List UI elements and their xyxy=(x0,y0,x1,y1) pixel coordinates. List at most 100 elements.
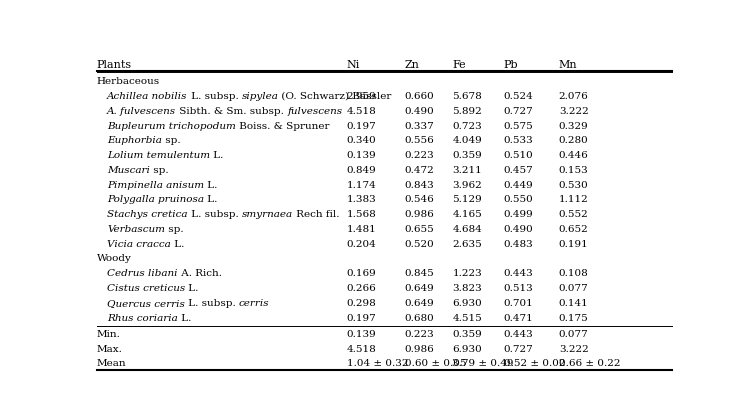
Text: Lolium temulentum: Lolium temulentum xyxy=(107,151,210,160)
Text: 0.649: 0.649 xyxy=(405,299,434,308)
Text: 3.222: 3.222 xyxy=(559,107,589,116)
Text: L.: L. xyxy=(178,314,191,322)
Text: Max.: Max. xyxy=(97,344,122,354)
Text: 0.223: 0.223 xyxy=(405,151,434,160)
Text: 0.652: 0.652 xyxy=(559,225,589,234)
Text: 3.211: 3.211 xyxy=(452,166,482,175)
Text: 3.823: 3.823 xyxy=(452,284,482,293)
Text: 3.962: 3.962 xyxy=(452,181,482,190)
Text: 0.552: 0.552 xyxy=(559,210,589,219)
Text: Vicia cracca: Vicia cracca xyxy=(107,240,171,249)
Text: 0.499: 0.499 xyxy=(503,210,533,219)
Text: A. Rich.: A. Rich. xyxy=(178,269,221,278)
Text: 3.79 ± 0.49: 3.79 ± 0.49 xyxy=(452,359,514,368)
Text: 0.556: 0.556 xyxy=(405,136,434,145)
Text: 0.849: 0.849 xyxy=(346,166,376,175)
Text: Mn: Mn xyxy=(559,60,578,70)
Text: 0.266: 0.266 xyxy=(346,284,376,293)
Text: 1.223: 1.223 xyxy=(452,269,482,278)
Text: 0.550: 0.550 xyxy=(503,196,533,204)
Text: 1.04 ± 0.32: 1.04 ± 0.32 xyxy=(346,359,408,368)
Text: Herbaceous: Herbaceous xyxy=(97,77,160,86)
Text: 0.359: 0.359 xyxy=(452,330,482,339)
Text: 0.139: 0.139 xyxy=(346,330,376,339)
Text: Ni: Ni xyxy=(346,60,360,70)
Text: 0.446: 0.446 xyxy=(559,151,589,160)
Text: 4.515: 4.515 xyxy=(452,314,482,322)
Text: 0.649: 0.649 xyxy=(405,284,434,293)
Text: 0.204: 0.204 xyxy=(346,240,376,249)
Text: 0.443: 0.443 xyxy=(503,330,533,339)
Text: Bupleurum trichopodum: Bupleurum trichopodum xyxy=(107,121,236,131)
Text: 0.575: 0.575 xyxy=(503,121,533,131)
Text: (O. Schwarz) Bässler: (O. Schwarz) Bässler xyxy=(278,92,392,101)
Text: Min.: Min. xyxy=(97,330,121,339)
Text: Cistus creticus: Cistus creticus xyxy=(107,284,185,293)
Text: Sibth. & Sm. subsp.: Sibth. & Sm. subsp. xyxy=(176,107,287,116)
Text: Quercus cerris: Quercus cerris xyxy=(107,299,185,308)
Text: 1.383: 1.383 xyxy=(346,196,376,204)
Text: 0.191: 0.191 xyxy=(559,240,589,249)
Text: 0.298: 0.298 xyxy=(346,299,376,308)
Text: Zn: Zn xyxy=(405,60,419,70)
Text: 0.727: 0.727 xyxy=(503,344,533,354)
Text: 0.524: 0.524 xyxy=(503,92,533,101)
Text: 0.472: 0.472 xyxy=(405,166,434,175)
Text: 0.533: 0.533 xyxy=(503,136,533,145)
Text: 4.518: 4.518 xyxy=(346,344,376,354)
Text: A. fulvescens: A. fulvescens xyxy=(107,107,176,116)
Text: 0.077: 0.077 xyxy=(559,330,589,339)
Text: L. subsp.: L. subsp. xyxy=(185,299,239,308)
Text: 0.443: 0.443 xyxy=(503,269,533,278)
Text: 1.568: 1.568 xyxy=(346,210,376,219)
Text: 4.049: 4.049 xyxy=(452,136,482,145)
Text: 3.222: 3.222 xyxy=(559,344,589,354)
Text: 0.169: 0.169 xyxy=(346,269,376,278)
Text: 0.457: 0.457 xyxy=(503,166,533,175)
Text: 5.892: 5.892 xyxy=(452,107,482,116)
Text: 0.483: 0.483 xyxy=(503,240,533,249)
Text: 0.727: 0.727 xyxy=(503,107,533,116)
Text: cerris: cerris xyxy=(239,299,269,308)
Text: sipylea: sipylea xyxy=(242,92,278,101)
Text: Pb: Pb xyxy=(503,60,518,70)
Text: L.: L. xyxy=(171,240,184,249)
Text: 0.449: 0.449 xyxy=(503,181,533,190)
Text: L.: L. xyxy=(204,196,218,204)
Text: 0.490: 0.490 xyxy=(503,225,533,234)
Text: 0.986: 0.986 xyxy=(405,210,434,219)
Text: L. subsp.: L. subsp. xyxy=(188,210,242,219)
Text: 0.337: 0.337 xyxy=(405,121,434,131)
Text: 0.52 ± 0.02: 0.52 ± 0.02 xyxy=(503,359,565,368)
Text: 0.139: 0.139 xyxy=(346,151,376,160)
Text: 0.701: 0.701 xyxy=(503,299,533,308)
Text: Woody: Woody xyxy=(97,254,131,264)
Text: Plants: Plants xyxy=(97,60,132,70)
Text: 0.223: 0.223 xyxy=(405,330,434,339)
Text: 0.60 ± 0.05: 0.60 ± 0.05 xyxy=(405,359,466,368)
Text: 1.481: 1.481 xyxy=(346,225,376,234)
Text: 0.530: 0.530 xyxy=(559,181,589,190)
Text: smyrnaea: smyrnaea xyxy=(242,210,292,219)
Text: 2.635: 2.635 xyxy=(452,240,482,249)
Text: 0.340: 0.340 xyxy=(346,136,376,145)
Text: 0.280: 0.280 xyxy=(559,136,589,145)
Text: 5.129: 5.129 xyxy=(452,196,482,204)
Text: 0.546: 0.546 xyxy=(405,196,434,204)
Text: Cedrus libani: Cedrus libani xyxy=(107,269,178,278)
Text: 0.490: 0.490 xyxy=(405,107,434,116)
Text: L.: L. xyxy=(210,151,224,160)
Text: 0.843: 0.843 xyxy=(405,181,434,190)
Text: 0.655: 0.655 xyxy=(405,225,434,234)
Text: Boiss. & Spruner: Boiss. & Spruner xyxy=(236,121,329,131)
Text: Fe: Fe xyxy=(452,60,466,70)
Text: sp.: sp. xyxy=(165,225,184,234)
Text: Verbascum: Verbascum xyxy=(107,225,165,234)
Text: 0.471: 0.471 xyxy=(503,314,533,322)
Text: 0.108: 0.108 xyxy=(559,269,589,278)
Text: L. subsp.: L. subsp. xyxy=(188,92,242,101)
Text: fulvescens: fulvescens xyxy=(287,107,343,116)
Text: 1.112: 1.112 xyxy=(559,196,589,204)
Text: 0.077: 0.077 xyxy=(559,284,589,293)
Text: 1.174: 1.174 xyxy=(346,181,376,190)
